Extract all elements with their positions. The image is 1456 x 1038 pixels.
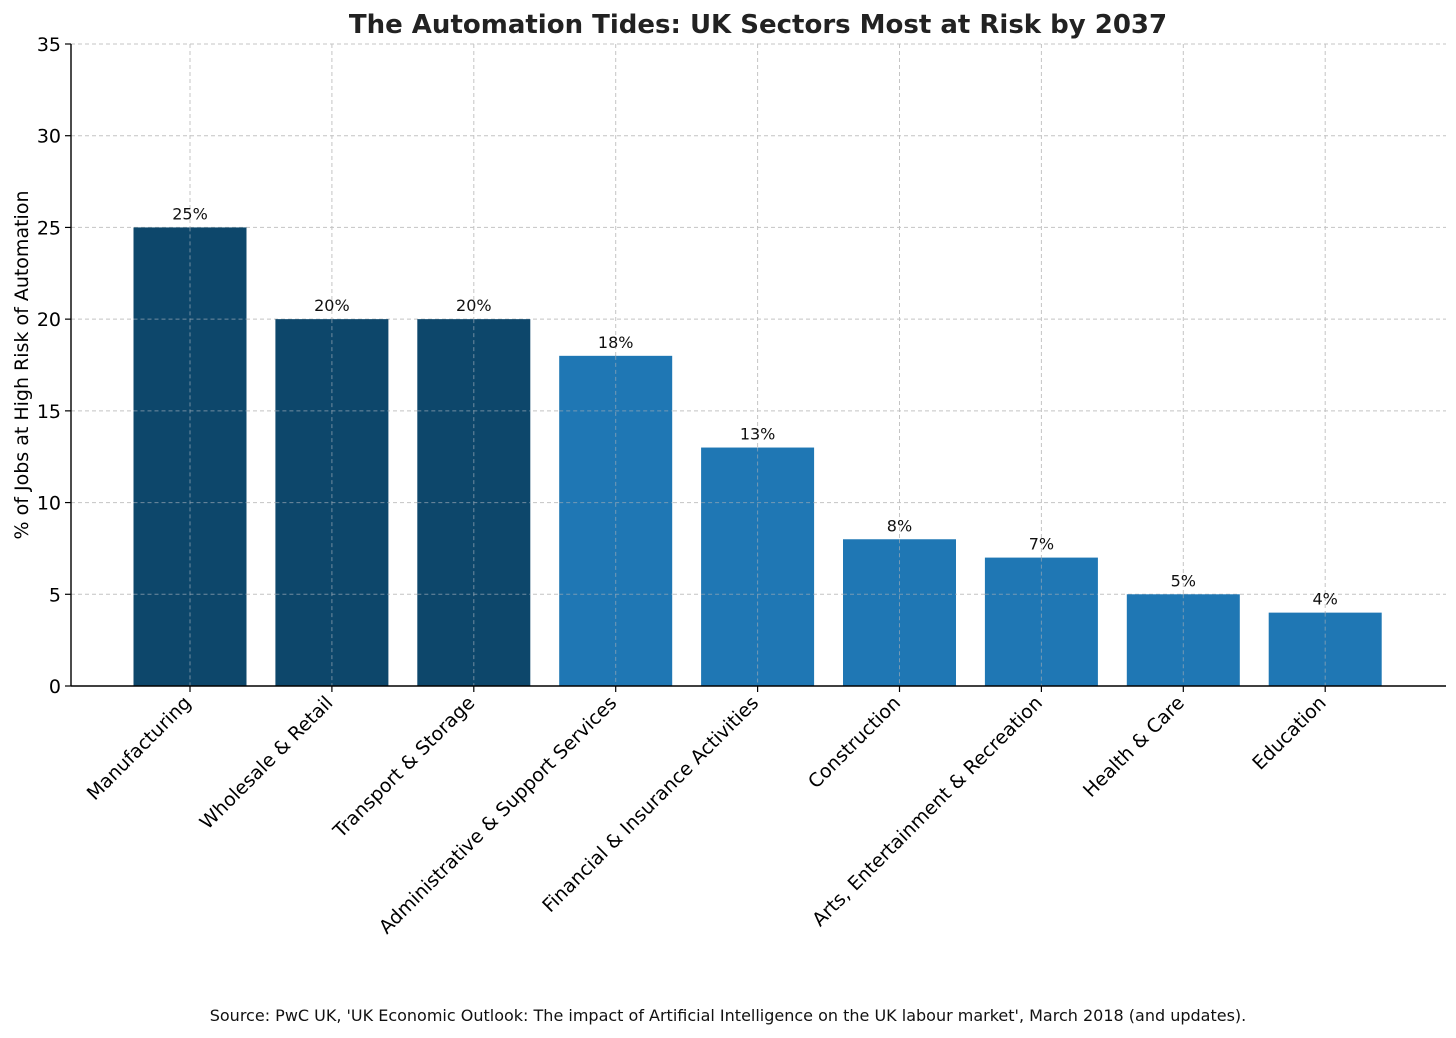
y-tick-label: 15 (37, 401, 61, 423)
x-tick-label: Transport & Storage (328, 692, 479, 843)
data-label: 4% (1313, 590, 1338, 609)
source-note: Source: PwC UK, 'UK Economic Outlook: Th… (209, 1006, 1247, 1025)
x-tick-label: Education (1248, 692, 1330, 774)
data-label: 7% (1029, 535, 1054, 554)
y-tick-labels: 0 5 10 15 20 25 30 35 (37, 34, 61, 698)
data-label: 25% (172, 204, 208, 223)
data-label: 5% (1171, 571, 1196, 590)
y-tick-label: 10 (37, 493, 61, 515)
chart-title: The Automation Tides: UK Sectors Most at… (349, 10, 1167, 40)
y-tick-label: 35 (37, 34, 61, 56)
y-tick-label: 5 (49, 584, 61, 606)
data-label: 18% (598, 333, 634, 352)
y-tick-label: 20 (37, 309, 61, 331)
data-label: 8% (887, 516, 912, 535)
x-tick-label: Administrative & Support Services (375, 692, 621, 938)
y-tick-label: 0 (49, 676, 61, 698)
x-tick-labels: Manufacturing Wholesale & RetailTransport… (83, 692, 1331, 938)
y-axis-label: % of Jobs at High Risk of Automation (11, 191, 33, 540)
y-tick-label: 30 (37, 126, 61, 148)
bar (133, 227, 247, 686)
y-tick-label: 25 (37, 217, 61, 239)
x-tick-label: Wholesale & Retail (196, 692, 338, 834)
x-tick-label: Manufacturing (83, 692, 196, 805)
axes (65, 43, 1446, 692)
x-tick-label: Construction (804, 692, 905, 793)
data-labels: 25% 20% 20% 18% 13% 8% 7% 5% 4% (133, 204, 1338, 686)
data-label: 20% (314, 296, 350, 315)
x-tick-label: Health & Care (1079, 692, 1189, 802)
data-label: 13% (740, 425, 776, 444)
x-tick-label: Arts, Entertainment & Recreation (808, 692, 1047, 931)
data-label: 20% (456, 296, 492, 315)
